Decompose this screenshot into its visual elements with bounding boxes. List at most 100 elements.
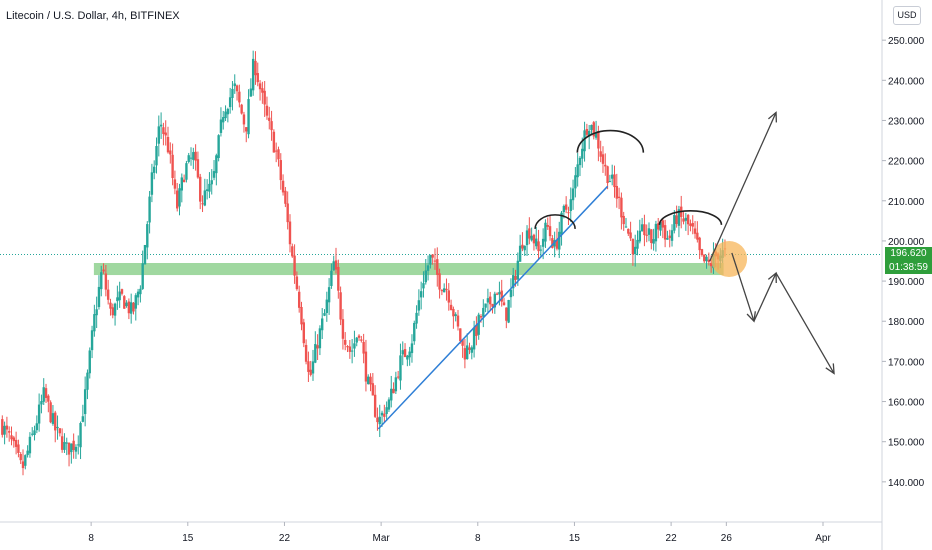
candle-body xyxy=(205,189,209,191)
candle-body xyxy=(592,122,595,137)
candle-body xyxy=(169,150,172,155)
candle-body xyxy=(185,163,188,180)
candle-body xyxy=(627,228,630,234)
candle-body xyxy=(486,298,490,303)
candle-body xyxy=(696,232,699,240)
candle-body xyxy=(682,218,685,222)
candle-body xyxy=(647,228,651,235)
y-tick-label: 200.000 xyxy=(888,237,925,248)
candle-body xyxy=(81,416,85,422)
candle-body xyxy=(286,203,289,223)
candle-body xyxy=(525,230,529,246)
candle-body xyxy=(60,436,64,450)
trendline xyxy=(377,185,609,430)
currency-button[interactable]: USD xyxy=(893,6,921,25)
candle-body xyxy=(307,361,310,372)
candle-body xyxy=(42,387,45,402)
candle-body xyxy=(645,234,648,236)
candle-body xyxy=(433,260,437,262)
candle-body xyxy=(40,401,43,405)
candle-body xyxy=(410,343,414,354)
candle-body xyxy=(102,269,105,272)
candle-body xyxy=(67,442,71,455)
candle-body xyxy=(297,291,301,308)
candle-body xyxy=(3,425,6,435)
arrow-head xyxy=(767,111,778,123)
candle-body xyxy=(344,339,347,345)
candle-body xyxy=(288,221,292,245)
candle-body xyxy=(548,226,552,237)
candle-body xyxy=(49,402,52,423)
pattern-arc xyxy=(658,210,723,225)
candle-body xyxy=(378,416,381,425)
candle-body xyxy=(652,239,655,244)
candle-body xyxy=(650,229,653,243)
y-tick-label: 230.000 xyxy=(888,116,925,127)
candle-body xyxy=(498,292,501,295)
candle-body xyxy=(56,426,59,429)
candle-body xyxy=(100,272,103,290)
candle-body xyxy=(136,291,140,298)
candle-body xyxy=(113,303,117,316)
chart-title: Litecoin / U.S. Dollar, 4h, BITFINEX xyxy=(6,10,180,22)
candle-body xyxy=(281,180,285,193)
candle-body xyxy=(362,341,365,354)
candle-body xyxy=(394,377,398,392)
candle-body xyxy=(309,369,312,375)
candle-body xyxy=(505,307,508,321)
candle-body xyxy=(541,238,545,247)
candles xyxy=(1,50,727,476)
candle-body xyxy=(199,176,202,202)
candle-body xyxy=(369,376,372,385)
candle-body xyxy=(120,289,124,294)
arrow-line xyxy=(709,112,777,262)
x-tick-label: 8 xyxy=(88,533,94,544)
candle-body xyxy=(116,297,119,302)
candle-body xyxy=(489,296,492,305)
candle-body xyxy=(383,413,386,417)
candle-body xyxy=(675,215,678,225)
candle-body xyxy=(194,151,197,161)
candle-body xyxy=(544,222,547,242)
candle-body xyxy=(245,127,248,132)
candle-body xyxy=(277,149,280,160)
candle-body xyxy=(376,417,379,423)
candle-body xyxy=(327,287,331,303)
candle-body xyxy=(477,314,480,335)
candle-body xyxy=(263,90,266,105)
candle-body xyxy=(304,344,308,362)
candle-body xyxy=(348,346,352,352)
candle-body xyxy=(295,276,299,290)
candle-body xyxy=(454,314,457,316)
candle-body xyxy=(484,303,487,308)
candle-body xyxy=(482,307,485,317)
candle-body xyxy=(624,226,628,228)
candle-body xyxy=(463,348,467,360)
candle-body xyxy=(21,461,25,469)
candle-body xyxy=(152,166,156,173)
candle-body xyxy=(521,244,524,249)
candle-body xyxy=(546,224,549,227)
candle-body xyxy=(346,346,349,348)
candle-body xyxy=(215,155,218,174)
pattern-arc xyxy=(576,129,645,153)
candle-body xyxy=(256,73,259,83)
candle-body xyxy=(254,60,257,76)
candle-body xyxy=(440,290,444,292)
x-tick-label: 22 xyxy=(279,533,291,544)
candle-body xyxy=(638,230,642,242)
candle-body xyxy=(629,232,632,239)
candle-body xyxy=(459,328,462,342)
candle-body xyxy=(562,205,566,212)
candle-body xyxy=(104,273,108,290)
candle-body xyxy=(155,146,158,166)
candle-body xyxy=(330,270,333,287)
candle-body xyxy=(291,246,294,257)
candle-body xyxy=(318,328,322,349)
y-tick-label: 210.000 xyxy=(888,197,925,208)
candle-body xyxy=(37,404,41,424)
candle-body xyxy=(268,117,271,121)
x-tick-label: 26 xyxy=(721,533,733,544)
candle-body xyxy=(406,355,409,360)
